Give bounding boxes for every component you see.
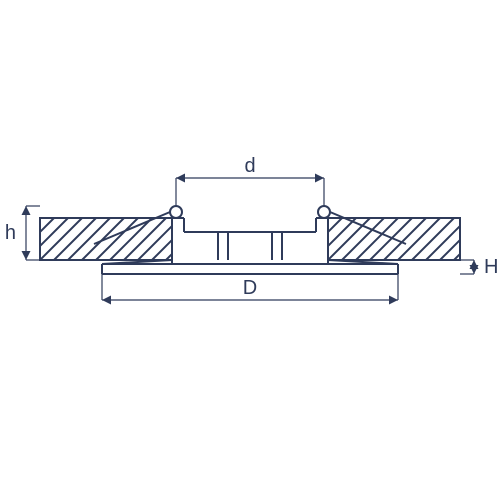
dim-label: D	[243, 277, 257, 299]
dim-label: H	[484, 256, 498, 278]
dim-label: d	[244, 155, 255, 177]
dim-label: h	[5, 222, 16, 244]
recessed-light-section-diagram: d Dh H	[0, 0, 500, 500]
